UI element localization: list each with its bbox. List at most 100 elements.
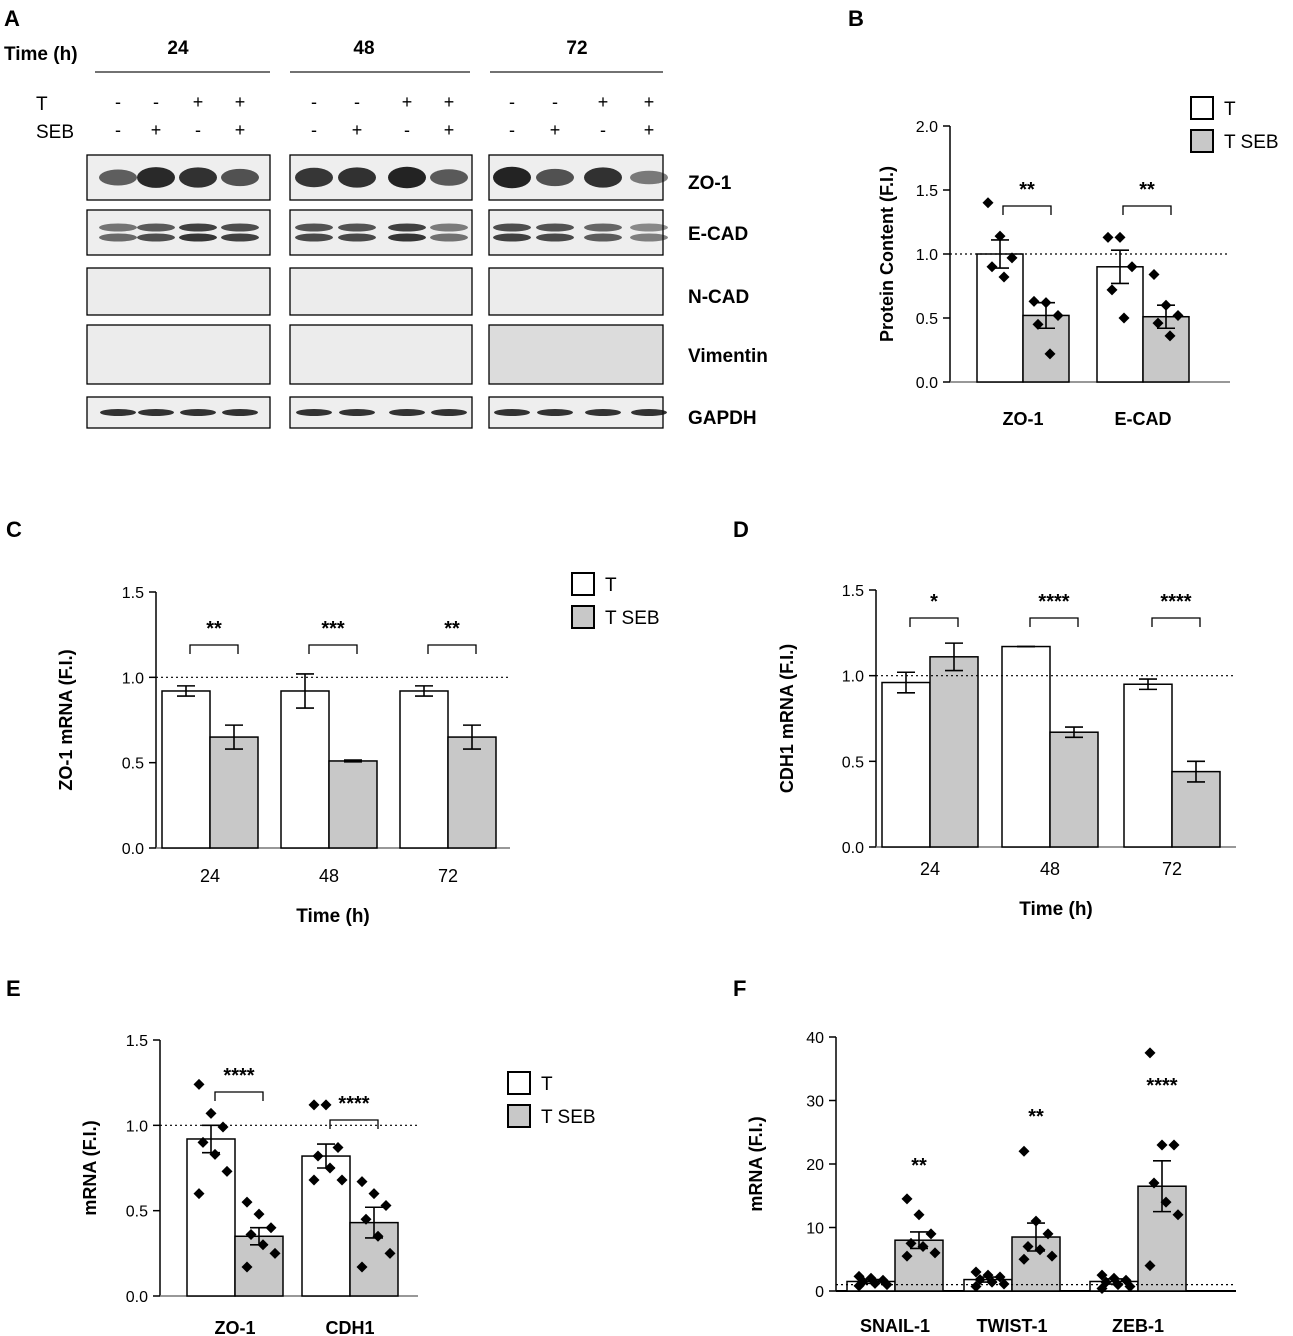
data-point (380, 1200, 392, 1212)
y-tick-label: 1.0 (916, 247, 938, 264)
data-point (929, 1247, 941, 1259)
legend-label-t: T (541, 1074, 553, 1095)
treatment-sign-seb: - (115, 120, 121, 140)
y-tick-label: 1.0 (126, 1118, 148, 1135)
blot-band-e-cad (630, 223, 668, 232)
y-tick-label: 0 (815, 1284, 824, 1301)
y-tick-label: 1.5 (126, 1033, 148, 1050)
blot-band-e-cad (584, 223, 622, 232)
y-tick-label: 1.5 (122, 585, 144, 602)
protein-label-vimentin: Vimentin (688, 346, 768, 367)
treatment-sign-seb: - (311, 120, 317, 140)
legend-label-tseb: T SEB (1224, 132, 1279, 153)
x-category-label: 24 (920, 859, 940, 879)
x-category-label: CDH1 (325, 1318, 374, 1336)
data-point (372, 1230, 384, 1242)
panel-letter-c: C (6, 517, 22, 542)
bar-tseb (1049, 731, 1099, 848)
data-point (1152, 317, 1164, 329)
panel-letter-e: E (6, 976, 21, 1001)
data-point (253, 1208, 265, 1220)
significance-label: * (930, 591, 938, 613)
legend: T T SEB (1190, 96, 1279, 153)
treatment-sign-seb: + (644, 120, 655, 140)
treatment-sign-t: - (115, 92, 121, 112)
treatment-sign-seb: + (151, 120, 162, 140)
timepoint-72: 72 (566, 38, 587, 59)
data-point (1160, 299, 1172, 311)
treatment-sign-seb: + (550, 120, 561, 140)
data-point (1018, 1145, 1030, 1157)
y-tick-label: 0.5 (916, 311, 938, 328)
blot-band-e-cad (221, 233, 259, 242)
significance-bracket (427, 644, 477, 654)
bar-t (976, 253, 1024, 383)
data-point (1034, 1244, 1046, 1256)
data-point (241, 1261, 253, 1273)
significance-label: ** (206, 618, 222, 640)
blot-band-zo-1 (99, 169, 137, 186)
data-point (1172, 309, 1184, 321)
treatment-t-label: T (36, 94, 48, 115)
protein-label-e-cad: E-CAD (688, 224, 748, 245)
blot-band-e-cad (137, 223, 175, 232)
y-axis-label: Protein Content (F.I.) (877, 166, 897, 342)
data-point (221, 1165, 233, 1177)
y-tick-label: 1.5 (842, 583, 864, 600)
significance-label: **** (1160, 591, 1191, 613)
significance-bracket (308, 644, 358, 654)
blot-band-zo-1 (295, 167, 333, 188)
blot-band-e-cad (584, 233, 622, 242)
x-category-label: ZO-1 (214, 1318, 255, 1336)
panel-letter-d: D (733, 517, 749, 542)
data-point (1106, 284, 1118, 296)
blot-band-zo-1 (630, 170, 668, 185)
blot-box-e-cad (86, 209, 271, 256)
data-point (336, 1174, 348, 1186)
x-category-label: 48 (1040, 859, 1060, 879)
blot-box-vimentin (488, 324, 664, 385)
blot-band-e-cad (137, 233, 175, 242)
y-tick-label: 40 (806, 1030, 824, 1047)
significance-bracket (1029, 617, 1079, 627)
blot-band-gapdh (537, 409, 573, 416)
legend: T T SEB (571, 572, 660, 629)
protein-label-n-cad: N-CAD (688, 287, 749, 308)
blot-band-zo-1 (221, 168, 259, 187)
data-point (1102, 231, 1114, 243)
significance-label: **** (338, 1093, 369, 1115)
bar-t (1001, 645, 1051, 848)
blot-band-e-cad (221, 223, 259, 232)
data-point (269, 1247, 281, 1259)
bar-t (161, 690, 211, 849)
treatment-sign-t: + (444, 92, 455, 112)
blot-band-e-cad (99, 223, 137, 232)
blot-band-e-cad (430, 233, 468, 242)
blot-band-e-cad (388, 233, 426, 242)
blot-box-n-cad (86, 267, 271, 316)
bar-t (280, 690, 330, 849)
treatment-sign-seb: + (352, 120, 363, 140)
data-point (320, 1099, 332, 1111)
data-point (1164, 330, 1176, 342)
x-category-label: 72 (1162, 859, 1182, 879)
data-point (1156, 1139, 1168, 1151)
panel-a-western-blot: A Time (h) 24 48 72 T SEB - - + + - - + + - - + + - +… (4, 6, 768, 429)
data-point (1126, 261, 1138, 273)
significance-label: **** (1146, 1075, 1177, 1097)
y-tick-label: 0.0 (842, 840, 864, 857)
data-point (1124, 1281, 1136, 1293)
legend-label-tseb: T SEB (605, 608, 660, 629)
y-tick-label: 10 (806, 1221, 824, 1238)
treatment-sign-seb: - (600, 120, 606, 140)
data-point (917, 1241, 929, 1253)
x-axis-label: Time (h) (296, 906, 370, 927)
blot-box-vimentin (289, 324, 473, 385)
chart-b: B 0.0 0.5 1.0 1.5 2.0 Protein Content (F.I.) ZO… (848, 6, 1279, 429)
blot-box-e-cad (488, 209, 664, 256)
blot-band-e-cad (536, 223, 574, 232)
significance-bracket (1151, 617, 1201, 627)
timepoint-48: 48 (353, 38, 374, 59)
data-point (905, 1237, 917, 1249)
data-point (1052, 309, 1064, 321)
